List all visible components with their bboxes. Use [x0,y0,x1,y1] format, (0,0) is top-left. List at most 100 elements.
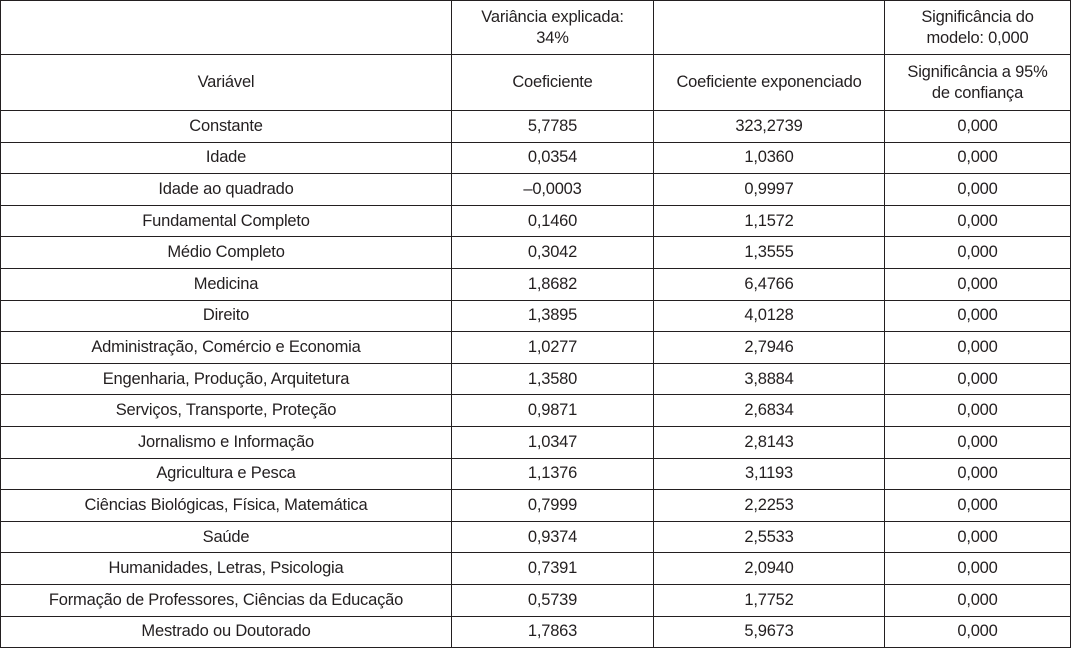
table-row: Idade ao quadrado –0,0003 0,9997 0,000 [0,173,1071,206]
coefficient-cell: 1,3895 [451,299,654,333]
variable-cell: Engenharia, Produção, Arquitetura [0,362,452,396]
exponentiated-coefficient-cell: 6,4766 [653,267,885,301]
exponentiated-coefficient-cell: 3,1193 [653,457,885,491]
coefficient-cell: 0,7391 [451,552,654,585]
table-row: Serviços, Transporte, Proteção 0,9871 2,68… [0,394,1071,427]
table-row: Constante 5,7785 323,2739 0,000 [0,110,1071,143]
coefficient-cell: 1,0277 [451,331,654,364]
coefficient-cell: 1,1376 [451,457,654,491]
table-row: Formação de Professores, Ciências da Edu… [0,583,1071,617]
exponentiated-coefficient-cell: 2,6834 [653,394,885,427]
table-row: Humanidades, Letras, Psicologia 0,7391 2,0… [0,552,1071,585]
variable-cell: Serviços, Transporte, Proteção [0,394,452,427]
coefficient-cell: 0,9871 [451,394,654,427]
significance-cell: 0,000 [884,362,1071,396]
table-row: Jornalismo e Informação 1,0347 2,8143 0,000 [0,425,1071,459]
exponentiated-coefficient-cell: 4,0128 [653,299,885,333]
significancia-header-line1: Significância a 95% [907,62,1048,81]
variable-cell: Formação de Professores, Ciências da Edu… [0,583,452,617]
table-row: Direito 1,3895 4,0128 0,000 [0,299,1071,333]
significance-cell: 0,000 [884,141,1071,175]
coefficient-cell: 0,5739 [451,583,654,617]
variable-cell: Mestrado ou Doutorado [0,615,452,649]
exponentiated-coefficient-cell: 2,5533 [653,520,885,554]
variable-cell: Jornalismo e Informação [0,425,452,459]
explained-variance-value: 34% [536,28,569,47]
table-row: Fundamental Completo 0,1460 1,1572 0,000 [0,204,1071,238]
model-summary-row: Variância explicada: 34% Significância d… [0,0,1071,55]
regression-table: Variância explicada: 34% Significância d… [0,0,1071,649]
significancia-header-line2: de confiança [931,83,1024,102]
significance-cell: 0,000 [884,583,1071,617]
significance-cell: 0,000 [884,204,1071,238]
table-row: Agricultura e Pesca 1,1376 3,1193 0,000 [0,457,1071,491]
exponentiated-coefficient-cell: 1,0360 [653,141,885,175]
column-header-row: Variável Coeficiente Coeficiente exponen… [0,54,1071,111]
explained-variance-label: Variância explicada: [481,7,624,26]
significance-cell: 0,000 [884,552,1071,585]
coefficient-cell: 0,7999 [451,489,654,522]
significance-cell: 0,000 [884,394,1071,427]
coefficient-cell: –0,0003 [451,173,654,206]
coefficient-cell: 0,0354 [451,141,654,175]
explained-variance-cell: Variância explicada: 34% [451,0,654,55]
coefficient-cell: 1,0347 [451,425,654,459]
table-row: Administração, Comércio e Economia 1,0277… [0,331,1071,364]
exponentiated-coefficient-cell: 2,7946 [653,331,885,364]
coefficient-cell: 1,7863 [451,615,654,649]
exponentiated-coefficient-cell: 1,3555 [653,236,885,269]
empty-header-cell [653,0,885,55]
model-significance-value: modelo: 0,000 [926,28,1029,47]
variable-cell: Ciências Biológicas, Física, Matemática [0,489,452,522]
model-significance-label: Significância do [921,7,1034,26]
exponentiated-coefficient-cell: 0,9997 [653,173,885,206]
table-row: Idade 0,0354 1,0360 0,000 [0,141,1071,175]
exponentiated-coefficient-cell: 5,9673 [653,615,885,649]
variable-cell: Humanidades, Letras, Psicologia [0,552,452,585]
significance-cell: 0,000 [884,110,1071,143]
exponentiated-coefficient-cell: 1,1572 [653,204,885,238]
model-significance-cell: Significância do modelo: 0,000 [884,0,1071,55]
column-header-coeficiente-exponenciado: Coeficiente exponenciado [653,54,885,111]
coefficient-cell: 5,7785 [451,110,654,143]
coefficient-cell: 1,8682 [451,267,654,301]
significance-cell: 0,000 [884,457,1071,491]
variable-cell: Idade [0,141,452,175]
significance-cell: 0,000 [884,331,1071,364]
column-header-coeficiente: Coeficiente [451,54,654,111]
table-row: Saúde 0,9374 2,5533 0,000 [0,520,1071,554]
coefficient-cell: 0,3042 [451,236,654,269]
table-row: Mestrado ou Doutorado 1,7863 5,9673 0,000 [0,615,1071,649]
exponentiated-coefficient-cell: 1,7752 [653,583,885,617]
significance-cell: 0,000 [884,520,1071,554]
variable-cell: Agricultura e Pesca [0,457,452,491]
significance-cell: 0,000 [884,236,1071,269]
column-header-significancia: Significância a 95% de confiança [884,54,1071,111]
significance-cell: 0,000 [884,425,1071,459]
empty-header-cell [0,0,452,55]
variable-cell: Medicina [0,267,452,301]
exponentiated-coefficient-cell: 2,2253 [653,489,885,522]
table-row: Médio Completo 0,3042 1,3555 0,000 [0,236,1071,269]
coefficient-cell: 0,9374 [451,520,654,554]
coefficient-cell: 0,1460 [451,204,654,238]
variable-cell: Médio Completo [0,236,452,269]
table-row: Ciências Biológicas, Física, Matemática 0… [0,489,1071,522]
table-row: Medicina 1,8682 6,4766 0,000 [0,267,1071,301]
exponentiated-coefficient-cell: 2,8143 [653,425,885,459]
significance-cell: 0,000 [884,615,1071,649]
column-header-variavel: Variável [0,54,452,111]
exponentiated-coefficient-cell: 323,2739 [653,110,885,143]
exponentiated-coefficient-cell: 3,8884 [653,362,885,396]
variable-cell: Saúde [0,520,452,554]
exponentiated-coefficient-cell: 2,0940 [653,552,885,585]
variable-cell: Administração, Comércio e Economia [0,331,452,364]
significance-cell: 0,000 [884,299,1071,333]
significance-cell: 0,000 [884,173,1071,206]
table-row: Engenharia, Produção, Arquitetura 1,3580 3… [0,362,1071,396]
variable-cell: Fundamental Completo [0,204,452,238]
variable-cell: Direito [0,299,452,333]
coefficient-cell: 1,3580 [451,362,654,396]
significance-cell: 0,000 [884,267,1071,301]
variable-cell: Constante [0,110,452,143]
